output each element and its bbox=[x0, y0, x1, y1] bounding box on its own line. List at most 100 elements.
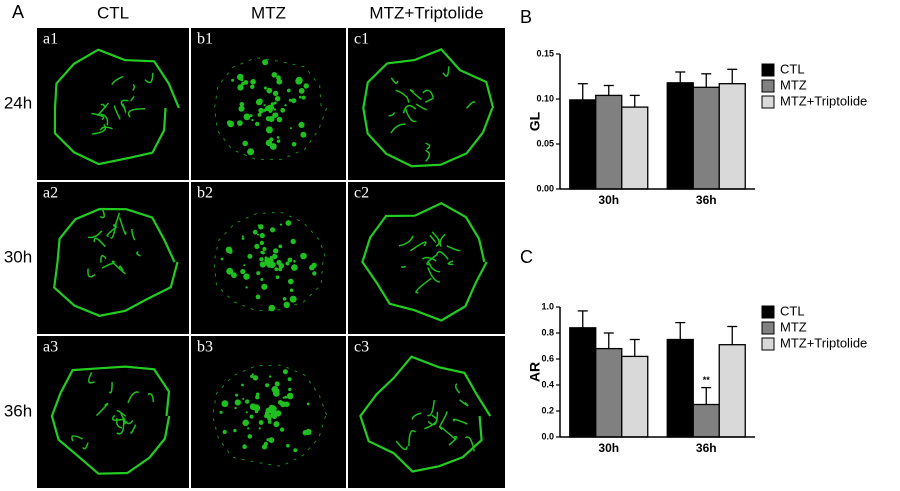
fluorescence-speck bbox=[252, 375, 259, 381]
fluorescence-speck bbox=[263, 86, 267, 90]
fluorescence-speck bbox=[247, 427, 250, 430]
fluorescence-strand bbox=[71, 435, 83, 442]
fluorescence-pattern bbox=[361, 201, 488, 322]
fluorescence-speck bbox=[283, 301, 290, 308]
fluorescence-speck bbox=[265, 126, 273, 134]
panel-label: A bbox=[12, 2, 24, 22]
fluorescence-speck bbox=[250, 374, 254, 378]
fluorescence-speck bbox=[243, 273, 250, 280]
fluorescence-speck bbox=[278, 244, 283, 249]
fluorescence-speck bbox=[290, 238, 296, 245]
fluorescence-pattern bbox=[362, 47, 495, 168]
fluorescence-speck bbox=[291, 264, 298, 271]
fluorescence-speck bbox=[298, 88, 305, 94]
fluorescence-strand bbox=[111, 414, 126, 421]
image-label: c3 bbox=[354, 339, 369, 356]
fluorescence-strand bbox=[390, 123, 406, 134]
image-label: b1 bbox=[197, 31, 213, 48]
bar bbox=[718, 344, 746, 438]
bar bbox=[718, 83, 746, 190]
fluorescence-speck bbox=[266, 87, 273, 94]
fluorescence-speck bbox=[312, 271, 317, 276]
y-axis-label: AR bbox=[527, 362, 543, 382]
fluorescence-speck bbox=[273, 112, 279, 118]
fluorescence-speck bbox=[306, 402, 310, 406]
fluorescence-strand bbox=[130, 424, 137, 434]
legend-label: MTZ bbox=[780, 77, 807, 92]
legend-swatch bbox=[761, 79, 775, 93]
fluorescence-speck bbox=[276, 136, 280, 139]
fluorescence-speck bbox=[253, 404, 261, 412]
fluorescence-pattern bbox=[53, 48, 180, 166]
fluorescence-strand bbox=[447, 260, 454, 266]
fluorescence-speck bbox=[220, 257, 224, 261]
fluorescence-strand bbox=[111, 260, 126, 275]
micrograph: a3 bbox=[37, 336, 189, 488]
image-panel bbox=[348, 28, 505, 180]
fluorescence-strand bbox=[132, 84, 136, 91]
bar bbox=[595, 347, 623, 438]
row-label: 24h bbox=[4, 93, 32, 112]
fluorescence-strand bbox=[395, 440, 408, 451]
y-tick-label: 0.00 bbox=[536, 183, 554, 193]
fluorescence-speck bbox=[255, 392, 260, 397]
fluorescence-speck bbox=[271, 409, 276, 414]
fluorescence-pattern bbox=[213, 211, 328, 312]
fluorescence-speck bbox=[272, 90, 279, 97]
fluorescence-speck bbox=[247, 253, 253, 259]
fluorescence-speck bbox=[255, 294, 261, 300]
fluorescence-speck bbox=[280, 401, 287, 408]
image-panel bbox=[37, 28, 189, 180]
fluorescence-strand bbox=[427, 411, 439, 426]
fluorescence-speck bbox=[270, 261, 276, 268]
image-panel bbox=[348, 336, 505, 488]
x-tick-label: 30h bbox=[598, 441, 619, 455]
fluorescence-speck bbox=[260, 278, 264, 281]
fluorescence-speck bbox=[242, 419, 249, 427]
fluorescence-speck bbox=[300, 252, 307, 260]
fluorescence-strand bbox=[100, 113, 109, 126]
bar bbox=[666, 82, 694, 190]
fluorescence-speck bbox=[242, 444, 247, 450]
fluorescence-speck bbox=[255, 395, 260, 400]
fluorescence-speck bbox=[237, 84, 244, 91]
fluorescence-speck bbox=[295, 77, 303, 85]
fluorescence-strand bbox=[92, 123, 107, 135]
fluorescence-strand bbox=[87, 371, 95, 384]
fluorescence-strand bbox=[404, 107, 417, 123]
fluorescence-strand bbox=[120, 99, 129, 110]
fluorescence-speck bbox=[301, 95, 306, 100]
fluorescence-speck bbox=[286, 88, 291, 93]
fluorescence-strand bbox=[398, 235, 414, 247]
micrograph: b2 bbox=[191, 182, 346, 334]
fluorescence-speck bbox=[270, 227, 276, 233]
fluorescence-strand bbox=[108, 382, 113, 394]
fluorescence-strand bbox=[409, 241, 427, 252]
fluorescence-strand bbox=[113, 105, 121, 120]
fluorescence-strand bbox=[427, 400, 435, 417]
fluorescence-speck bbox=[282, 297, 287, 301]
y-tick-label: 0.8 bbox=[541, 327, 554, 337]
fluorescence-speck bbox=[274, 381, 280, 387]
row-label: 30h bbox=[4, 247, 32, 266]
fluorescence-speck bbox=[262, 59, 269, 66]
fluorescence-strand bbox=[424, 97, 434, 103]
fluorescence-speck bbox=[270, 102, 275, 106]
fluorescence-speck bbox=[241, 237, 245, 240]
fluorescence-speck bbox=[300, 131, 307, 138]
bar bbox=[621, 355, 649, 438]
fluorescence-strand bbox=[439, 233, 446, 247]
fluorescence-speck bbox=[259, 240, 265, 246]
fluorescence-speck bbox=[258, 107, 264, 114]
fluorescence-strand bbox=[388, 112, 396, 117]
fluorescence-speck bbox=[237, 120, 243, 126]
bar bbox=[621, 106, 649, 190]
fluorescence-strand bbox=[116, 410, 127, 417]
fluorescence-strand bbox=[127, 391, 140, 404]
fluorescence-speck bbox=[282, 369, 288, 375]
fluorescence-strand bbox=[136, 251, 141, 257]
fluorescence-speck bbox=[268, 304, 276, 312]
fluorescence-speck bbox=[274, 267, 279, 272]
fluorescence-strand bbox=[438, 425, 457, 441]
